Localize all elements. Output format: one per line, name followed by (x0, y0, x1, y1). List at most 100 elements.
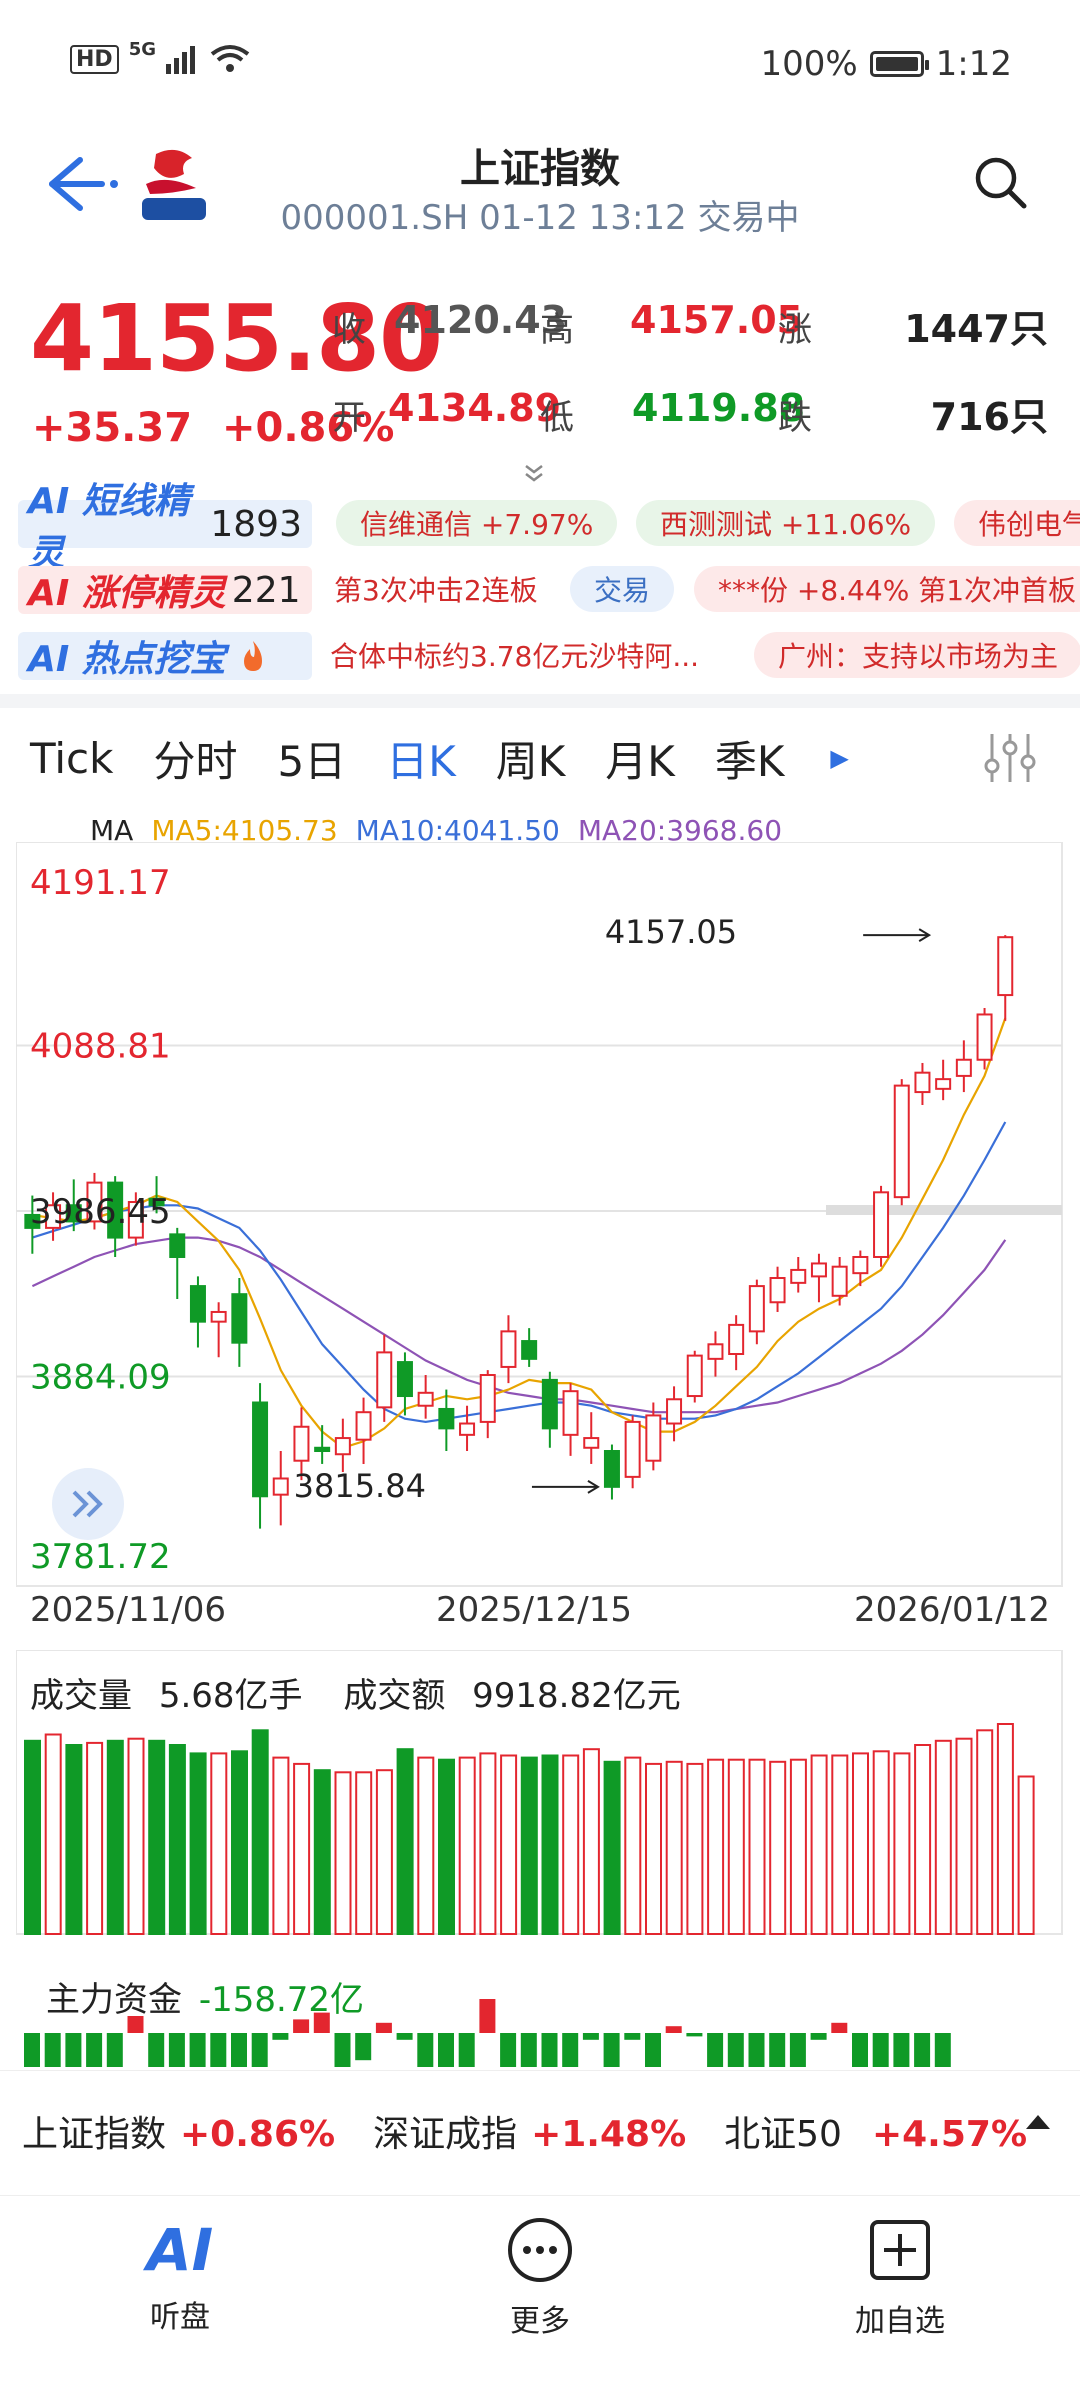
volume-bar (748, 1758, 766, 1935)
candle-body (666, 1398, 683, 1425)
ai-pill[interactable]: ***份 +8.44% 第1次冲首板 (694, 566, 1080, 612)
ai-icon: AI (143, 2216, 213, 2284)
index-item[interactable]: 北证50 +4.57% (724, 2114, 1028, 2155)
more-tabs-arrow-icon[interactable]: ▶ (830, 744, 849, 772)
prev-close-label: 收 (332, 310, 366, 350)
volume-bar (665, 1760, 683, 1935)
section-divider (0, 694, 1080, 708)
candle-body (583, 1437, 600, 1449)
main-funds-bar (769, 2033, 786, 2067)
ai-pill[interactable]: 西测测试 +11.06% (636, 500, 936, 546)
volume-chart[interactable] (16, 1650, 1064, 1940)
ai-pill[interactable]: 伟创电气 (954, 500, 1080, 546)
current-price: 4155.80 (30, 285, 443, 392)
volume-bar (810, 1754, 828, 1935)
volume-bar (914, 1744, 932, 1935)
annotation-label: 3815.84 (294, 1467, 426, 1505)
hd-badge: HD (70, 44, 119, 74)
ai-row-hotspot[interactable]: AI 热点挖宝 合体中标约3.78亿元沙特阿... 广州：支持以市场为主 (0, 632, 1080, 684)
volume-bar (934, 1739, 952, 1935)
main-funds-bar (375, 2022, 392, 2033)
nav-add-watchlist[interactable]: 加自选 (800, 2216, 1000, 2340)
main-funds-bar (44, 2033, 61, 2067)
main-funds-bar (934, 2033, 951, 2067)
ai-tag-label: AI 短线精灵 (28, 481, 190, 574)
wifi-icon (210, 45, 250, 72)
candle-body (645, 1414, 662, 1462)
main-funds-bar (438, 2033, 454, 2067)
change-value: +35.37 (32, 405, 193, 451)
main-funds-bar (479, 1999, 496, 2033)
tab-intraday[interactable]: 分时 (153, 736, 238, 786)
volume-value: 5.68亿手 (158, 1676, 303, 1716)
main-funds-bar (86, 2033, 103, 2067)
tab-daily-k[interactable]: 日K (386, 736, 456, 786)
volume-bar (562, 1754, 580, 1935)
ai-pill[interactable]: 信维通信 +7.97% (336, 500, 618, 546)
volume-bar (500, 1754, 518, 1935)
index-item[interactable]: 深证成指 +1.48% (373, 2114, 687, 2155)
nav-label: 听盘 (150, 2300, 210, 2335)
more-icon (508, 2218, 572, 2282)
candle-body (45, 1204, 62, 1229)
nav-listen[interactable]: AI 听盘 (80, 2216, 280, 2336)
candle-body (65, 1204, 82, 1223)
ai-pill[interactable]: 交易 (570, 566, 675, 612)
y-tick-label: 4088.81 (30, 1026, 171, 1066)
main-funds-bar (231, 2033, 247, 2067)
main-funds-bar (603, 2033, 620, 2067)
index-ticker-bar[interactable]: 上证指数 +0.86% 深证成指 +1.48% 北证50 +4.57% (0, 2070, 1080, 2191)
back-arrow-icon[interactable] (40, 148, 120, 218)
down-count: 716只 (930, 395, 1048, 439)
tab-weekly-k[interactable]: 周K (495, 736, 566, 786)
amount-label: 成交额 (343, 1676, 446, 1716)
expand-chevron-icon[interactable] (520, 462, 548, 486)
ai-row-limitup[interactable]: AI 涨停精灵 221 第3次冲击2连板 交易 ***份 +8.44% 第1次冲… (0, 566, 1080, 618)
candle-body (914, 1071, 931, 1094)
tab-tick[interactable]: Tick (30, 733, 114, 783)
tab-5day[interactable]: 5日 (277, 736, 347, 786)
volume-bar (210, 1752, 228, 1936)
candlestick-chart[interactable]: 4191.17 4088.81 3986.45 3884.09 3781.72 4157.… (16, 842, 1064, 1590)
tab-quarterly-k[interactable]: 季K (714, 736, 785, 786)
volume-bar (624, 1756, 642, 1935)
battery-icon (869, 51, 929, 77)
low-value: 4119.88 (632, 386, 806, 430)
ai-tag-shortline[interactable]: AI 短线精灵 1893 (18, 481, 312, 574)
high-value: 4157.05 (630, 298, 804, 342)
y-tick-label: 3986.45 (30, 1192, 171, 1232)
ai-tag-limitup[interactable]: AI 涨停精灵 221 (18, 566, 312, 614)
volume-bar (231, 1750, 248, 1935)
volume-bar (334, 1771, 352, 1935)
candle-body (748, 1285, 765, 1333)
ai-row-shortline[interactable]: AI 短线精灵 1893 信维通信 +7.97% 西测测试 +11.06% 伟创… (0, 481, 1080, 574)
nav-label: 更多 (510, 2304, 570, 2339)
ai-pill[interactable]: 第3次冲击2连板 (334, 574, 538, 607)
down-label: 跌 (778, 398, 812, 438)
expand-up-icon[interactable] (1026, 2115, 1050, 2129)
main-funds-bar (24, 2033, 40, 2067)
volume-bar (520, 1756, 538, 1935)
candle-body (252, 1401, 269, 1498)
candle-body (189, 1285, 206, 1323)
search-icon[interactable] (970, 152, 1030, 212)
chart-settings-icon[interactable] (980, 728, 1040, 788)
main-funds-bar (810, 2033, 827, 2040)
volume-frame (16, 1650, 1063, 1935)
ai-tag-hotspot[interactable]: AI 热点挖宝 (18, 632, 312, 680)
main-funds-chart[interactable] (16, 1955, 1064, 2070)
ai-pill[interactable]: 合体中标约3.78亿元沙特阿... (330, 640, 700, 673)
candle-body (541, 1378, 558, 1430)
volume-bar (1017, 1775, 1035, 1935)
annotation-label: 4157.05 (605, 913, 737, 951)
ai-tag-label: AI 热点挖宝 (28, 639, 226, 680)
tab-monthly-k[interactable]: 月K (605, 736, 675, 786)
nav-more[interactable]: 更多 (440, 2216, 640, 2340)
main-funds-bar (727, 2033, 744, 2067)
volume-bar (168, 1744, 186, 1935)
index-item[interactable]: 上证指数 +0.86% (22, 2114, 336, 2155)
main-funds-bar (189, 2033, 206, 2067)
ai-pill[interactable]: 广州：支持以市场为主 (754, 632, 1080, 678)
volume-bar (852, 1752, 869, 1936)
volume-bar (44, 1733, 62, 1935)
